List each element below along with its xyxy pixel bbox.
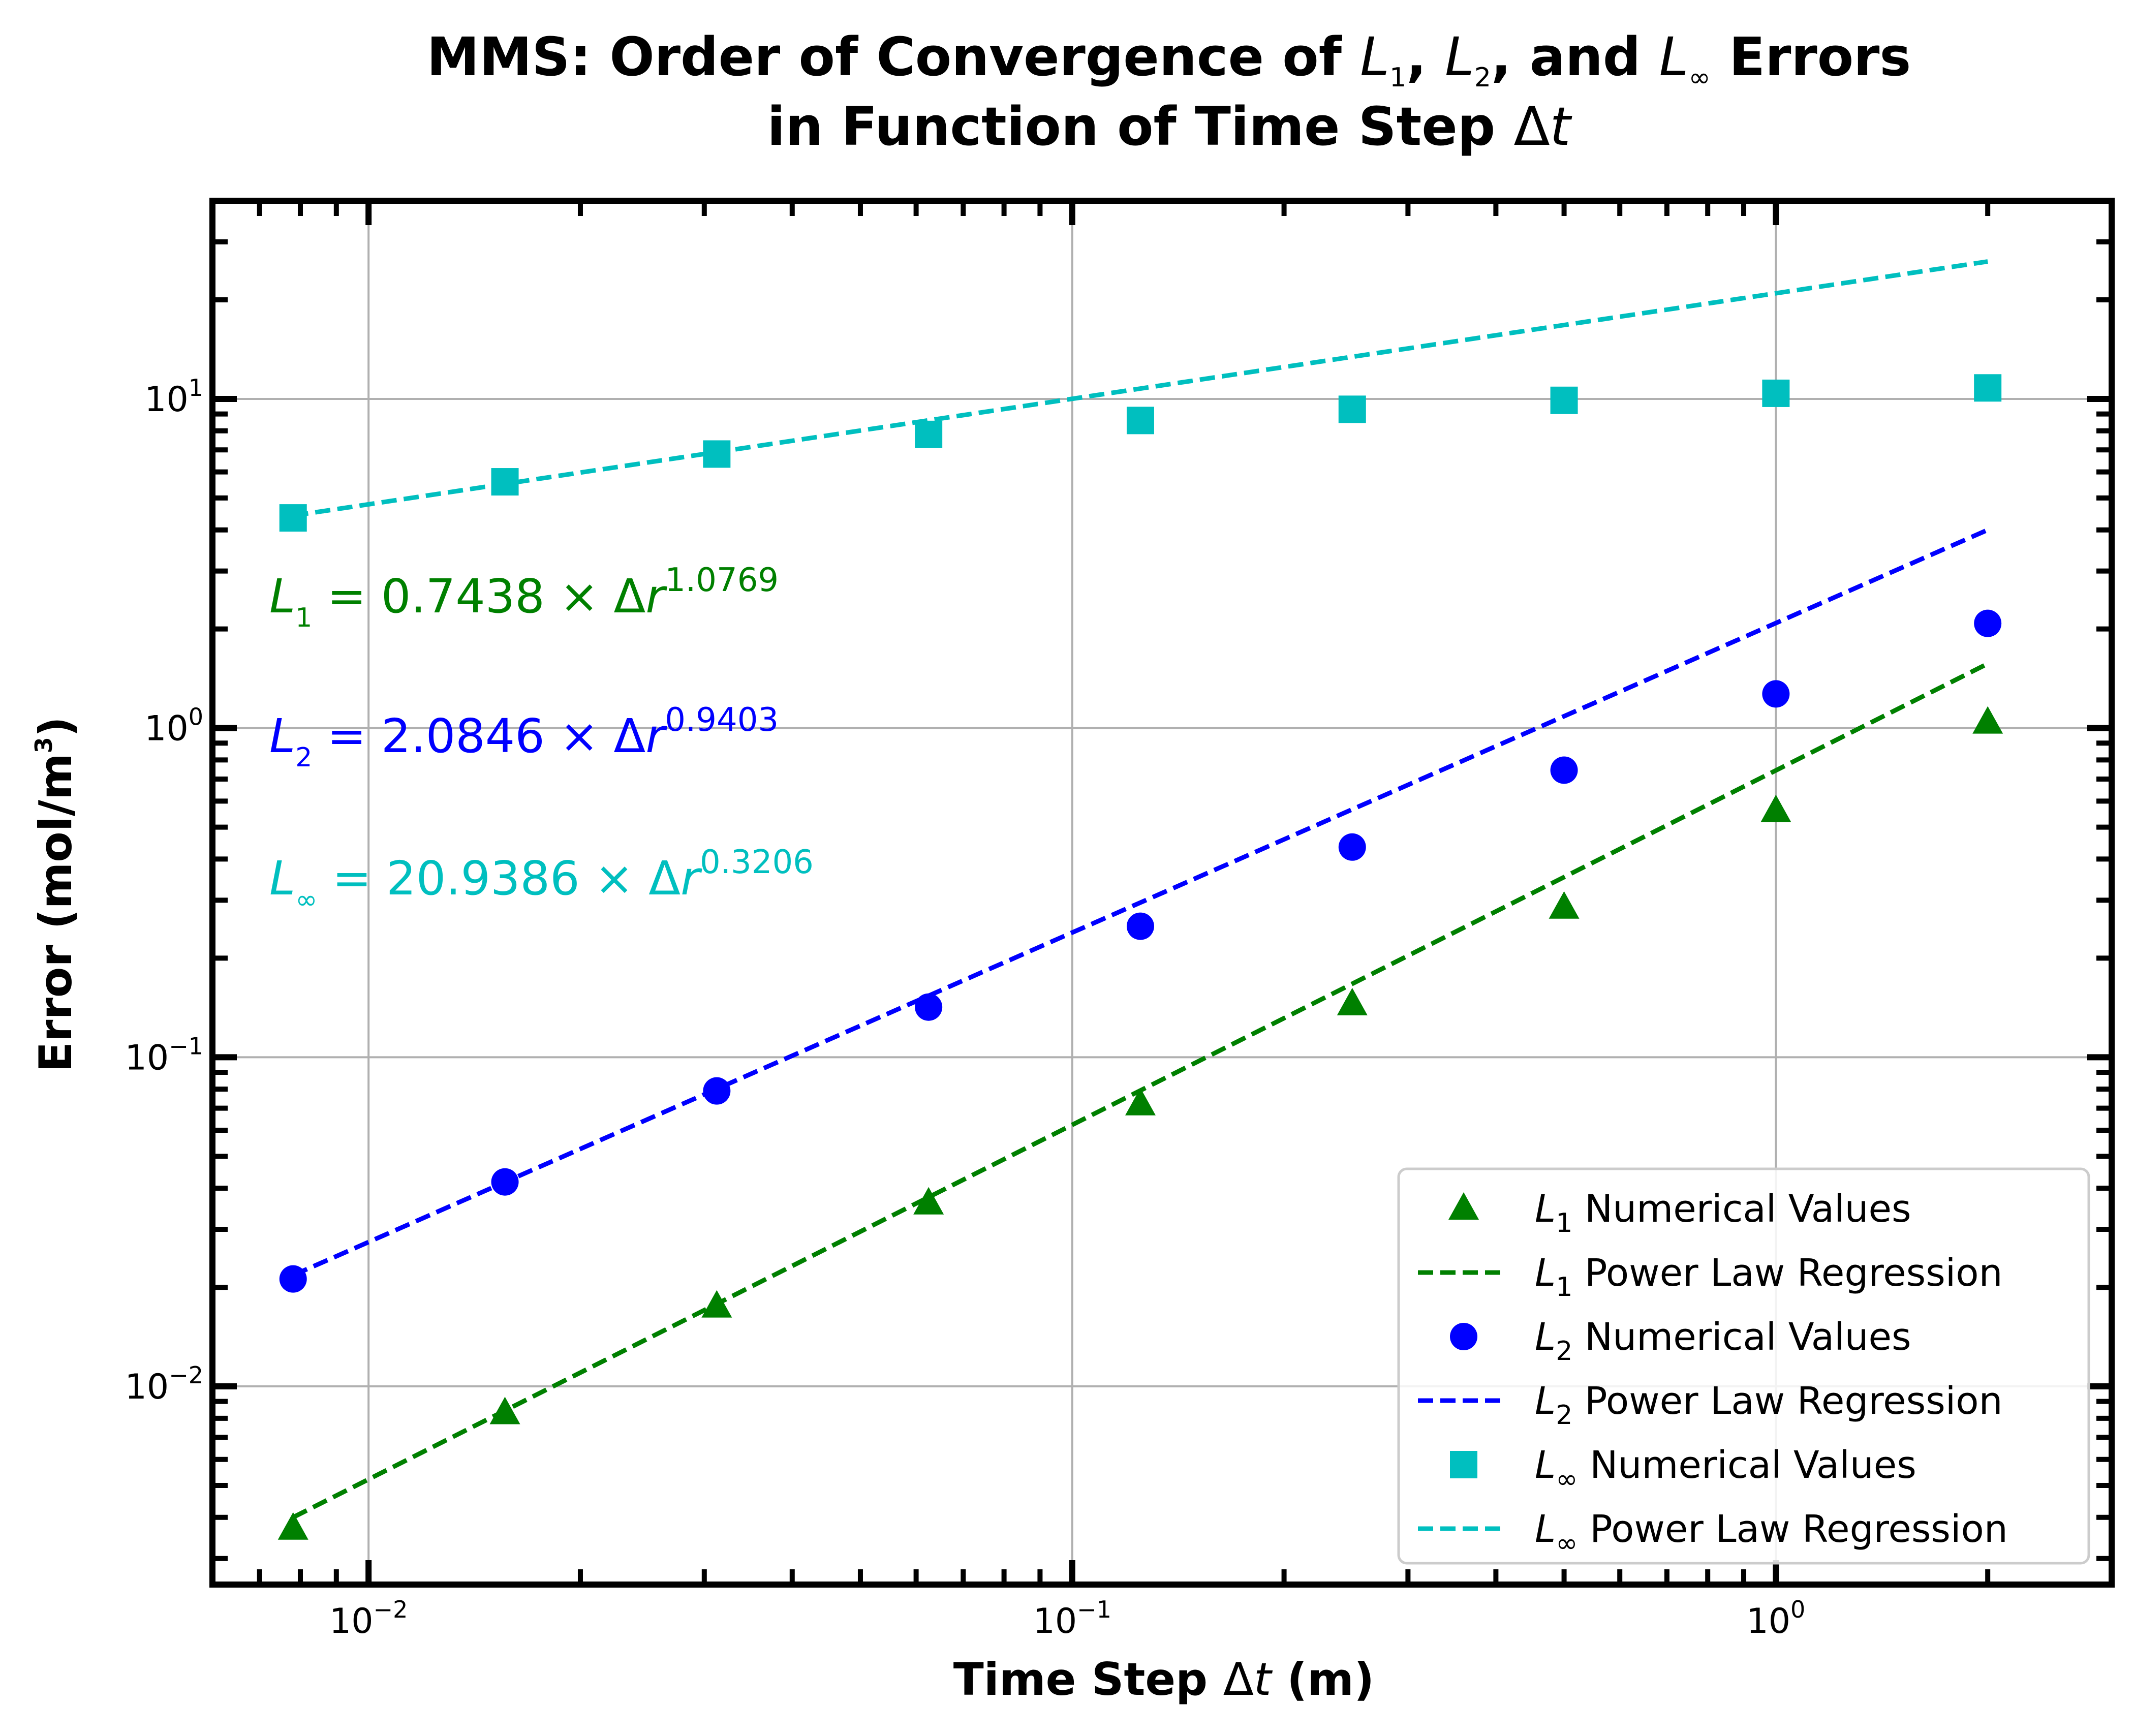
data-point bbox=[279, 504, 307, 532]
data-point bbox=[1337, 987, 1368, 1015]
chart-title-line2: in Function of Time Step Δt bbox=[767, 96, 1572, 158]
x-tick-label: 100 bbox=[1746, 1596, 1805, 1641]
fit-equation: L∞ = 20.9386 × Δr0.3206 bbox=[269, 844, 814, 915]
data-point bbox=[1126, 912, 1154, 940]
data-point bbox=[1972, 706, 2003, 734]
legend-label: L∞ Numerical Values bbox=[1535, 1443, 1916, 1495]
legend: L1 Numerical Values L1 Power Law Regressi… bbox=[1397, 1167, 2090, 1565]
data-point bbox=[915, 993, 943, 1021]
data-point bbox=[1762, 379, 1790, 407]
x-tick-label: 10−1 bbox=[1033, 1596, 1111, 1641]
y-tick-label: 10−2 bbox=[125, 1361, 203, 1407]
data-point bbox=[703, 1077, 731, 1105]
fit-equation: L2 = 2.0846 × Δr0.9403 bbox=[269, 701, 779, 773]
data-point bbox=[1338, 395, 1366, 423]
data-point bbox=[1125, 1088, 1156, 1115]
y-tick-label: 101 bbox=[144, 374, 203, 420]
y-tick-label: 100 bbox=[144, 703, 203, 749]
data-point bbox=[1550, 386, 1578, 414]
fit-equations: L1 = 0.7438 × Δr1.0769 L2 = 2.0846 × Δr0.… bbox=[269, 562, 814, 915]
data-point bbox=[491, 468, 519, 496]
data-point bbox=[1760, 794, 1791, 822]
legend-label: L∞ Power Law Regression bbox=[1535, 1507, 2008, 1559]
legend-label: L2 Numerical Values bbox=[1535, 1315, 1911, 1367]
legend-marker bbox=[1450, 1451, 1477, 1478]
data-point bbox=[277, 1512, 308, 1540]
y-tick-label: 10−1 bbox=[125, 1032, 203, 1078]
regression-line bbox=[292, 528, 1989, 1278]
data-point bbox=[1549, 891, 1580, 919]
chart-title-line1: MMS: Order of Convergence of L1, L2, and… bbox=[427, 26, 1911, 93]
data-point bbox=[1762, 680, 1790, 708]
data-point bbox=[701, 1290, 732, 1318]
data-point bbox=[703, 440, 731, 468]
data-point bbox=[1974, 374, 2002, 402]
x-axis-label: Time Step Δt (m) bbox=[953, 1653, 1374, 1706]
data-markers bbox=[277, 374, 2003, 1540]
plot-frame bbox=[209, 198, 2115, 1588]
regression-line bbox=[293, 259, 1988, 518]
data-point bbox=[279, 1265, 307, 1293]
data-point bbox=[1974, 609, 2002, 637]
legend-label: L2 Power Law Regression bbox=[1535, 1379, 2003, 1431]
data-point bbox=[913, 1187, 944, 1215]
legend-marker bbox=[1450, 1323, 1477, 1350]
data-point bbox=[1338, 833, 1366, 861]
x-tick-label: 10−2 bbox=[329, 1596, 408, 1641]
tick-labels: 10−2 10−1 100 10−2 10−1 100 101 bbox=[125, 374, 1806, 1641]
legend-label: L1 Power Law Regression bbox=[1535, 1251, 2003, 1303]
data-point bbox=[1126, 407, 1154, 435]
data-point bbox=[915, 420, 943, 448]
gridlines bbox=[212, 201, 2112, 1585]
legend-label: L1 Numerical Values bbox=[1535, 1187, 1911, 1238]
legend-box bbox=[1397, 1167, 2090, 1565]
fit-equation: L1 = 0.7438 × Δr1.0769 bbox=[269, 562, 779, 633]
data-point bbox=[489, 1397, 520, 1424]
data-point bbox=[1550, 756, 1578, 784]
y-axis-label: Error (mol/m3) bbox=[29, 717, 82, 1072]
legend-marker bbox=[1448, 1192, 1479, 1220]
data-point bbox=[491, 1168, 519, 1196]
